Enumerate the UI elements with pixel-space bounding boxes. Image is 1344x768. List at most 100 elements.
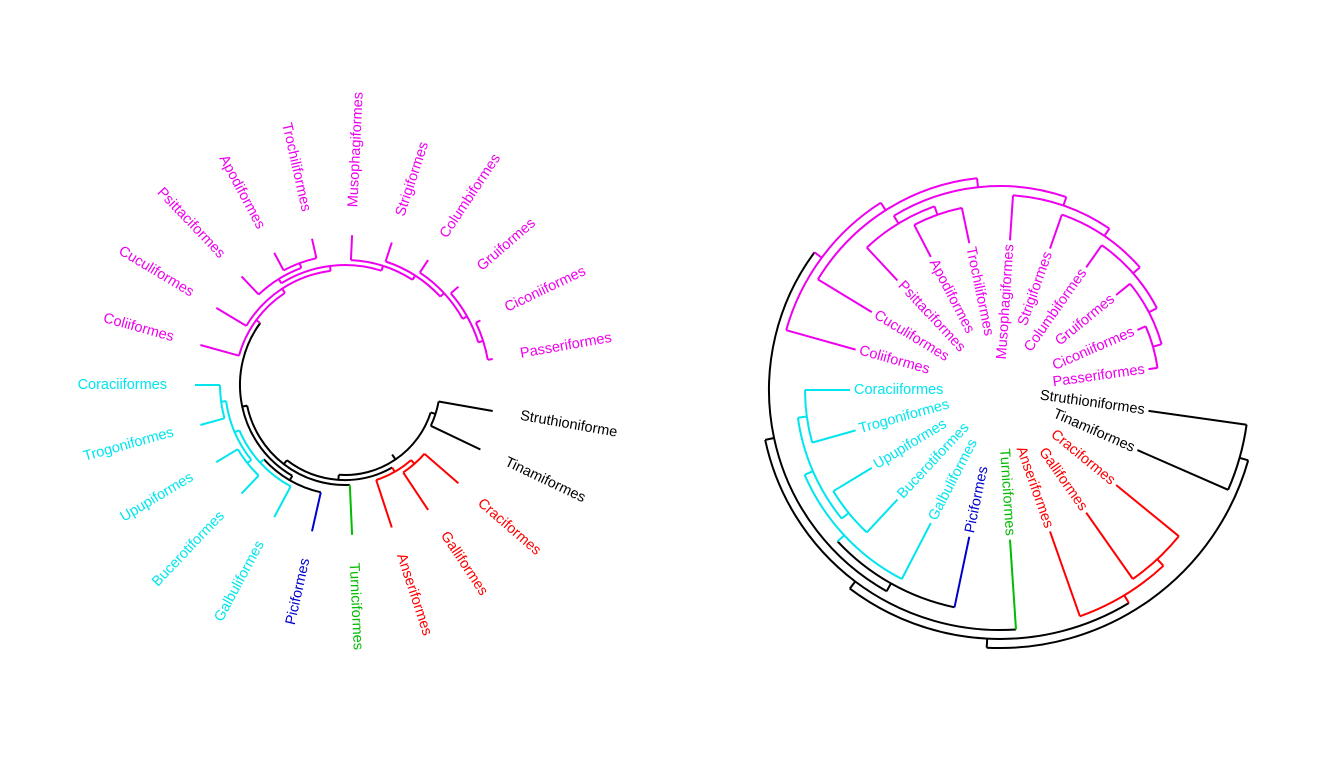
tip-branch-ciconiiformes: [475, 319, 481, 324]
tip-branch-anseriformes: [1049, 531, 1081, 617]
tip-branch-trochiliformes: [311, 238, 318, 259]
branch-arc-28: [280, 264, 382, 285]
branch-arc-14: [263, 458, 322, 494]
tip-label-apodiformes: Apodiformes: [216, 152, 269, 231]
root-stub: [391, 453, 397, 461]
branch-edge-21: [797, 415, 807, 419]
tip-branch-psittaciformes: [240, 275, 260, 296]
branch-arc-32: [913, 206, 963, 226]
branch-arc-20: [832, 490, 868, 534]
tip-branch-galbuliformes: [900, 522, 932, 580]
branch-edge-25: [879, 202, 887, 211]
branch-edge-7: [1156, 558, 1165, 567]
branch-arc-42: [474, 322, 489, 360]
branch-edge-11: [764, 437, 775, 441]
branch-arc-36: [1061, 213, 1141, 269]
tip-branch-strigiformes: [1049, 214, 1063, 249]
tip-branch-piciformes: [953, 536, 971, 608]
branch-edge-41: [1152, 343, 1162, 348]
tip-branch-trochiliformes: [960, 207, 971, 244]
tip-label-piciformes: Piciformes: [283, 557, 313, 627]
branch-arc-0: [338, 412, 432, 477]
tip-branch-cuculiformes: [817, 278, 873, 313]
tip-branch-struthioniformes: [1148, 409, 1247, 426]
branch-arc-2: [1227, 424, 1248, 491]
tip-branch-columbiformes: [1085, 244, 1103, 268]
branch-edge-31: [933, 205, 939, 216]
tip-branch-passeriformes: [487, 358, 493, 361]
fan-tree-left: StruthioniformeTinamiformesCraciformesGa…: [78, 92, 619, 651]
branch-arc-24: [238, 292, 286, 356]
tip-branch-turniciformes: [1009, 539, 1017, 630]
tip-label-bucerotiformes: Bucerotiformes: [149, 508, 228, 590]
tip-label-psittaciformes: Psittaciformes: [154, 185, 228, 262]
tip-label-anseriformes: Anseriformes: [393, 552, 435, 638]
tip-branch-musophagiformes: [1009, 195, 1014, 241]
tip-label-struthioniformes: Struthioniforme: [519, 408, 619, 441]
tip-label-tinamiformes: Tinamiformes: [502, 454, 588, 506]
tip-label-craciformes: Craciformes: [474, 495, 544, 558]
tip-branch-apodiformes: [273, 252, 285, 271]
tip-label-columbiformes: Columbiformes: [437, 151, 504, 241]
branch-edge-27: [976, 178, 979, 188]
branch-arc-10: [246, 405, 350, 486]
branch-arc-38: [419, 271, 464, 320]
branch-arc-22: [803, 389, 814, 443]
tip-branch-galliformes: [402, 471, 429, 511]
branch-edge-9: [849, 580, 857, 590]
tip-label-galbuliformes: Galbuliformes: [211, 538, 267, 624]
branch-arc-38: [1101, 244, 1158, 309]
tip-branch-tinamiformes: [1136, 449, 1229, 491]
branch-edge-33: [1062, 196, 1068, 206]
tip-label-passeriformes: Passeriformes: [519, 330, 613, 362]
tip-branch-trogoniformes: [200, 417, 225, 426]
tip-label-turniciformes: Turniciformes: [346, 562, 366, 650]
branch-arc-6: [1079, 565, 1165, 618]
tip-label-coraciiformes: Coraciiformes: [854, 382, 943, 398]
branch-arc-18: [225, 400, 253, 461]
branch-edge-15: [259, 458, 265, 464]
branch-arc-18: [796, 417, 843, 520]
branch-edge-3: [985, 638, 989, 648]
tip-branch-gruiformes: [450, 286, 460, 295]
tip-label-musophagiformes: Musophagiformes: [345, 92, 366, 208]
tip-branch-strigiformes: [384, 242, 393, 262]
tip-branch-bucerotiformes: [240, 474, 260, 495]
tip-branch-bucerotiformes: [866, 498, 899, 534]
tip-label-galliformes: Galliformes: [437, 529, 491, 599]
branch-arc-28: [893, 185, 1067, 217]
branch-arc-34: [350, 259, 414, 281]
tip-label-gruiformes: Gruiformes: [474, 215, 539, 274]
branch-edge-23: [255, 319, 261, 324]
branch-arc-26: [817, 177, 978, 280]
branch-edge-29: [892, 215, 900, 225]
branch-arc-42: [1144, 325, 1159, 369]
branch-arc-4: [286, 459, 393, 482]
tip-branch-psittaciformes: [866, 246, 899, 282]
tip-branch-cuculiformes: [215, 307, 247, 327]
branch-arc-0: [986, 460, 1250, 650]
tip-branch-craciformes: [1115, 484, 1180, 537]
branch-edge-15: [836, 534, 845, 543]
tip-branch-gruiformes: [1115, 282, 1131, 296]
tip-branch-passeriformes: [1148, 366, 1158, 371]
branch-edge-5: [1123, 594, 1130, 604]
branch-arc-12: [768, 251, 888, 593]
branch-edge-35: [1103, 228, 1111, 237]
tip-branch-columbiformes: [418, 259, 429, 274]
branch-arc-24: [785, 201, 882, 331]
branch-edge-37: [1132, 266, 1141, 275]
branch-edge-13: [885, 582, 892, 592]
branch-arc-40: [450, 292, 480, 343]
branch-edge-23: [813, 251, 823, 259]
branch-arc-8: [1132, 535, 1180, 580]
tip-branch-galliformes: [1085, 512, 1134, 580]
branch-arc-6: [375, 459, 412, 481]
branch-arc-36: [385, 260, 442, 298]
branch-arc-40: [1129, 283, 1163, 345]
tip-branch-struthioniformes: [438, 400, 493, 412]
tip-branch-coliiformes: [785, 329, 856, 351]
tip-branch-coliiformes: [200, 344, 240, 357]
tip-label-cuculiformes: Cuculiformes: [116, 243, 197, 300]
